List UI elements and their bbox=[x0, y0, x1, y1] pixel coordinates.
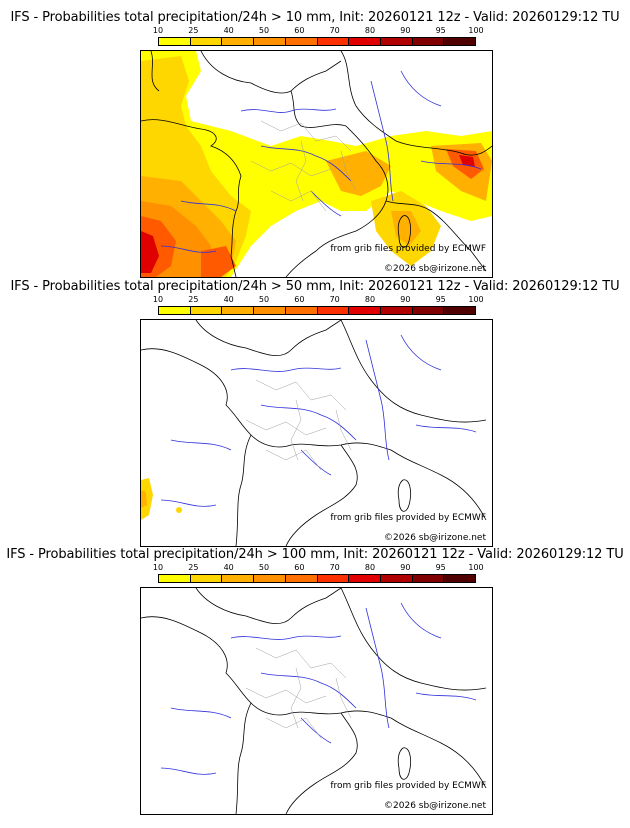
map-title: IFS - Probabilities total precipitation/… bbox=[6, 547, 624, 562]
legend-ticks: 10 25 40 50 60 70 80 90 95 100 bbox=[0, 563, 630, 573]
color-scale-swatch bbox=[222, 307, 255, 314]
credit-copyright: ©2026 sb@irizone.net bbox=[384, 264, 486, 274]
precip-probability-field bbox=[141, 51, 492, 277]
credit-copyright: ©2026 sb@irizone.net bbox=[384, 533, 486, 543]
legend-tick-label: 50 bbox=[258, 26, 270, 35]
color-scale-swatch bbox=[285, 307, 318, 314]
map-canvas bbox=[141, 588, 487, 814]
color-scale-swatch bbox=[159, 307, 191, 314]
color-scale-swatch bbox=[380, 307, 413, 314]
legend-tick-label: 95 bbox=[435, 563, 446, 572]
legend-tick-label: 80 bbox=[364, 295, 376, 304]
legend-tick-label: 100 bbox=[468, 563, 484, 572]
legend-tick-label: 100 bbox=[468, 26, 484, 35]
legend-tick-label: 90 bbox=[400, 295, 411, 304]
color-scale-swatch bbox=[190, 38, 223, 45]
color-scale-swatch bbox=[317, 38, 350, 45]
map-title: IFS - Probabilities total precipitation/… bbox=[10, 279, 620, 294]
probability-map: from grib files provided by ECMWF ©2026 … bbox=[140, 50, 493, 278]
legend-tick-label: 95 bbox=[435, 26, 446, 35]
color-scale-swatch bbox=[222, 38, 255, 45]
legend-tick-label: 50 bbox=[258, 563, 270, 572]
legend-tick-label: 10 bbox=[152, 26, 164, 35]
color-scale-bar bbox=[158, 37, 476, 46]
probability-map: from grib files provided by ECMWF ©2026 … bbox=[140, 319, 493, 547]
legend-tick-label: 80 bbox=[364, 26, 376, 35]
color-scale-swatch bbox=[349, 307, 381, 314]
color-scale-swatch bbox=[317, 575, 350, 582]
legend-tick-label: 40 bbox=[223, 295, 234, 304]
panel-50mm: IFS - Probabilities total precipitation/… bbox=[0, 279, 630, 549]
color-scale-swatch bbox=[159, 575, 191, 582]
color-scale-swatch bbox=[190, 307, 223, 314]
legend-tick-label: 60 bbox=[294, 295, 305, 304]
color-scale-swatch bbox=[222, 575, 255, 582]
legend-tick-label: 80 bbox=[364, 563, 376, 572]
legend-tick-label: 60 bbox=[294, 563, 305, 572]
precip-probability-field bbox=[141, 478, 182, 520]
legend-tick-label: 50 bbox=[258, 295, 270, 304]
color-scale-swatch bbox=[444, 38, 476, 45]
color-scale-swatch bbox=[412, 575, 445, 582]
color-scale-swatch bbox=[159, 38, 191, 45]
color-scale-swatch bbox=[380, 575, 413, 582]
rivers bbox=[160, 334, 477, 507]
legend-ticks: 10 25 40 50 60 70 80 90 95 100 bbox=[0, 26, 630, 36]
color-scale-swatch bbox=[444, 575, 476, 582]
rivers bbox=[160, 602, 477, 775]
legend-tick-label: 40 bbox=[223, 563, 234, 572]
legend-tick-label: 60 bbox=[294, 26, 305, 35]
legend-tick-label: 25 bbox=[188, 26, 199, 35]
legend-tick-label: 70 bbox=[329, 295, 340, 304]
admin-boundaries bbox=[245, 647, 352, 739]
panel-100mm: IFS - Probabilities total precipitation/… bbox=[0, 547, 630, 817]
color-scale-swatch bbox=[349, 575, 381, 582]
color-scale-bar bbox=[158, 306, 476, 315]
coastlines bbox=[141, 51, 492, 277]
legend-tick-label: 90 bbox=[400, 26, 411, 35]
color-scale-swatch bbox=[254, 575, 286, 582]
legend-tick-label: 25 bbox=[188, 563, 199, 572]
color-scale-swatch bbox=[254, 307, 286, 314]
credit-copyright: ©2026 sb@irizone.net bbox=[384, 801, 486, 811]
legend-tick-label: 90 bbox=[400, 563, 411, 572]
color-scale-swatch bbox=[190, 575, 223, 582]
color-scale-swatch bbox=[285, 38, 318, 45]
admin-boundaries bbox=[250, 120, 357, 212]
legend-tick-label: 100 bbox=[468, 295, 484, 304]
credit-source: from grib files provided by ECMWF bbox=[330, 781, 486, 791]
legend-tick-label: 10 bbox=[152, 563, 164, 572]
coastlines bbox=[141, 588, 487, 814]
map-canvas bbox=[141, 320, 487, 546]
color-scale-swatch bbox=[349, 38, 381, 45]
credit-source: from grib files provided by ECMWF bbox=[330, 244, 486, 254]
credit-source: from grib files provided by ECMWF bbox=[330, 513, 486, 523]
panel-10mm: IFS - Probabilities total precipitation/… bbox=[0, 10, 630, 280]
color-scale-swatch bbox=[412, 38, 445, 45]
color-scale-swatch bbox=[285, 575, 318, 582]
legend-tick-label: 40 bbox=[223, 26, 234, 35]
color-scale-swatch bbox=[412, 307, 445, 314]
legend-ticks: 10 25 40 50 60 70 80 90 95 100 bbox=[0, 295, 630, 305]
legend-tick-label: 95 bbox=[435, 295, 446, 304]
map-canvas bbox=[141, 51, 492, 277]
map-title: IFS - Probabilities total precipitation/… bbox=[10, 10, 620, 25]
legend-tick-label: 25 bbox=[188, 295, 199, 304]
color-scale-swatch bbox=[254, 38, 286, 45]
color-scale-swatch bbox=[444, 307, 476, 314]
color-scale-bar bbox=[158, 574, 476, 583]
legend-tick-label: 10 bbox=[152, 295, 164, 304]
color-scale-swatch bbox=[317, 307, 350, 314]
coastlines bbox=[141, 320, 487, 546]
rivers bbox=[160, 70, 482, 253]
legend-tick-label: 70 bbox=[329, 563, 340, 572]
admin-boundaries bbox=[245, 379, 352, 471]
color-scale-swatch bbox=[380, 38, 413, 45]
legend-tick-label: 70 bbox=[329, 26, 340, 35]
probability-map: from grib files provided by ECMWF ©2026 … bbox=[140, 587, 493, 815]
